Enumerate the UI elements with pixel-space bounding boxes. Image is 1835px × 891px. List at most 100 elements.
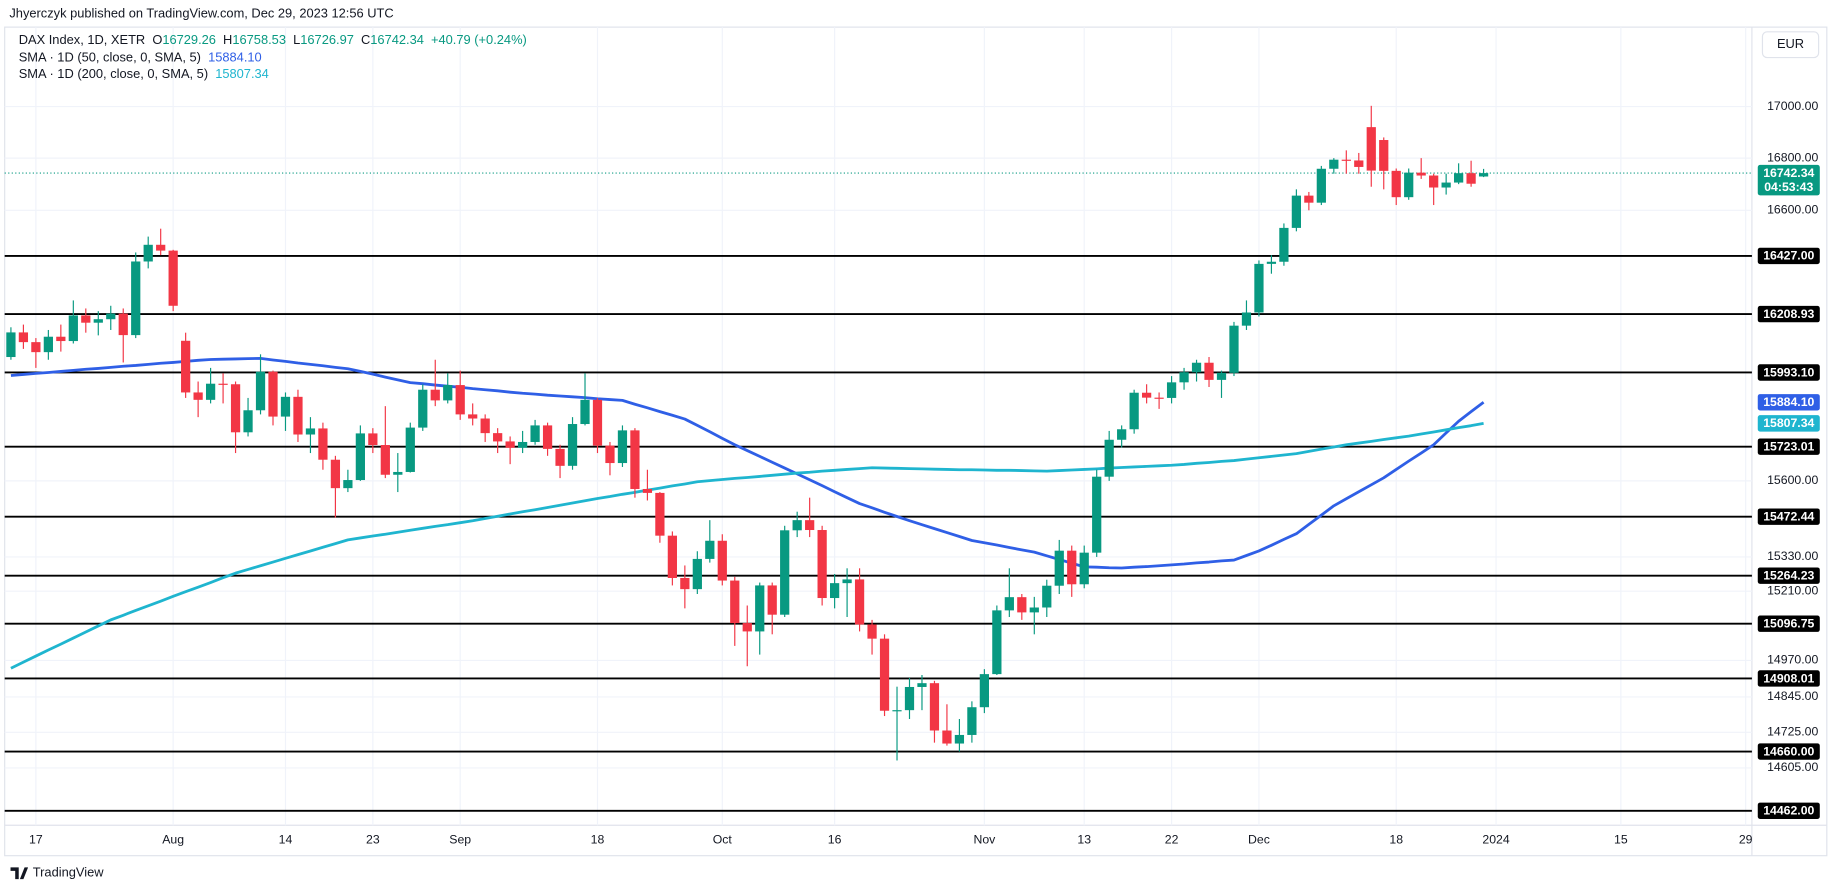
level-label: 14908.01 (1763, 671, 1814, 685)
candle-body (1179, 372, 1189, 383)
level-label-bg (1757, 247, 1820, 265)
sma-axis-label-bg (1757, 394, 1820, 411)
legend-value: 15884.10 (208, 50, 262, 65)
candle-body (1341, 159, 1351, 161)
level-label: 15472.44 (1763, 509, 1814, 523)
ohlc-label: H (223, 33, 232, 48)
candle-body (106, 313, 116, 320)
candle-body (205, 383, 216, 400)
level-label: 15723.01 (1763, 440, 1814, 454)
x-tick-label: 18 (591, 833, 605, 847)
candle-body (1404, 172, 1414, 198)
candle-body (854, 579, 865, 625)
x-tick-label: 14 (279, 833, 293, 847)
candle-body (393, 471, 403, 475)
sma-axis-label-bg (1757, 415, 1820, 432)
candle-body (6, 332, 16, 358)
candle-body (1129, 392, 1139, 430)
countdown-label: 04:53:43 (1764, 180, 1813, 194)
currency-button[interactable] (1761, 31, 1820, 59)
x-tick-label: Oct (713, 833, 733, 847)
candle-body (156, 244, 166, 251)
candle-body (655, 492, 665, 536)
level-label-bg (1757, 743, 1820, 760)
candle-body (680, 577, 690, 590)
level-label-bg (1757, 364, 1820, 381)
candle-body (230, 384, 241, 433)
x-tick-label: 18 (1389, 833, 1403, 847)
candle-body (443, 385, 453, 401)
candle-body (1354, 160, 1364, 167)
candle-body (1029, 607, 1039, 613)
publish-note: Jhyerczyk published on TradingView.com, … (9, 6, 393, 21)
legend-value: 15807.34 (215, 67, 269, 82)
candle-body (380, 445, 390, 475)
level-label: 14660.00 (1763, 744, 1814, 758)
candle-body (817, 530, 827, 599)
candle-body (829, 583, 840, 599)
candle-body (1429, 175, 1439, 188)
candle-body (280, 396, 291, 417)
candle-body (1279, 227, 1289, 262)
candle-body (505, 441, 515, 448)
low-value: 16726.97 (300, 33, 354, 48)
candle-body (1017, 597, 1027, 613)
level-label: 15993.10 (1763, 365, 1814, 379)
candle-body (542, 425, 553, 449)
candle-body (68, 315, 78, 342)
x-tick-label: 23 (366, 833, 380, 847)
candle-body (355, 433, 365, 481)
y-tick-label: 15600.00 (1767, 473, 1818, 487)
legend-main: DAX Index, 1D, XETR O16729.26 H16758.53 … (19, 33, 527, 48)
candle-body (1067, 550, 1077, 585)
candle-body (368, 433, 378, 446)
candle-body (1454, 173, 1464, 183)
open-value: 16729.26 (162, 33, 216, 48)
candle-body (1416, 172, 1426, 176)
candle-body (992, 610, 1002, 675)
axes: 17000.00 16800.00 16600.00 15600.00 15330.00… (29, 99, 1820, 847)
candle-body (1466, 173, 1476, 184)
candle-body (1316, 168, 1326, 203)
candle-body (705, 540, 715, 559)
candle-body (305, 428, 316, 435)
candle-body (530, 425, 540, 442)
candle-body (56, 336, 66, 342)
candle-body (430, 389, 440, 401)
candle-body (1379, 140, 1389, 171)
levels (4, 172, 1752, 812)
x-tick-label: 29 (1739, 833, 1753, 847)
candle-body (1254, 263, 1264, 313)
candle-body (892, 710, 902, 712)
currency-label[interactable]: EUR (1777, 36, 1804, 51)
candle-body (1154, 397, 1164, 399)
candle-body (917, 683, 927, 687)
level-label-bg (1757, 438, 1820, 455)
candle-body (605, 445, 615, 464)
candle-body (18, 332, 29, 343)
candle-body (755, 585, 765, 632)
last-price-label: 16742.34 (1763, 166, 1814, 180)
legend-name: SMA · 1D (200, close, 0, SMA, 5) (19, 67, 208, 82)
ohlc-label: C (361, 33, 370, 48)
x-tick-label: 15 (1614, 833, 1628, 847)
level-label: 16427.00 (1763, 249, 1814, 263)
close-value: 16742.34 (370, 33, 424, 48)
candle-body (567, 424, 578, 466)
legend-sma200: SMA · 1D (200, close, 0, SMA, 5) 15807.3… (19, 67, 269, 82)
y-tick-label: 14605.00 (1767, 760, 1818, 774)
sma-line (10, 422, 1484, 670)
candles (6, 105, 1489, 761)
candle-body (131, 261, 141, 336)
x-tick-label: Aug (162, 833, 184, 847)
candle-body (1004, 597, 1014, 611)
candle-body (979, 674, 989, 708)
candle-body (954, 734, 965, 744)
y-tick-label: 15330.00 (1767, 549, 1818, 563)
level-label: 16208.93 (1763, 307, 1814, 321)
sma-line (10, 356, 1485, 570)
candle-body (181, 340, 191, 393)
candle-body (792, 520, 802, 531)
y-tick-label: 14970.00 (1767, 653, 1818, 667)
